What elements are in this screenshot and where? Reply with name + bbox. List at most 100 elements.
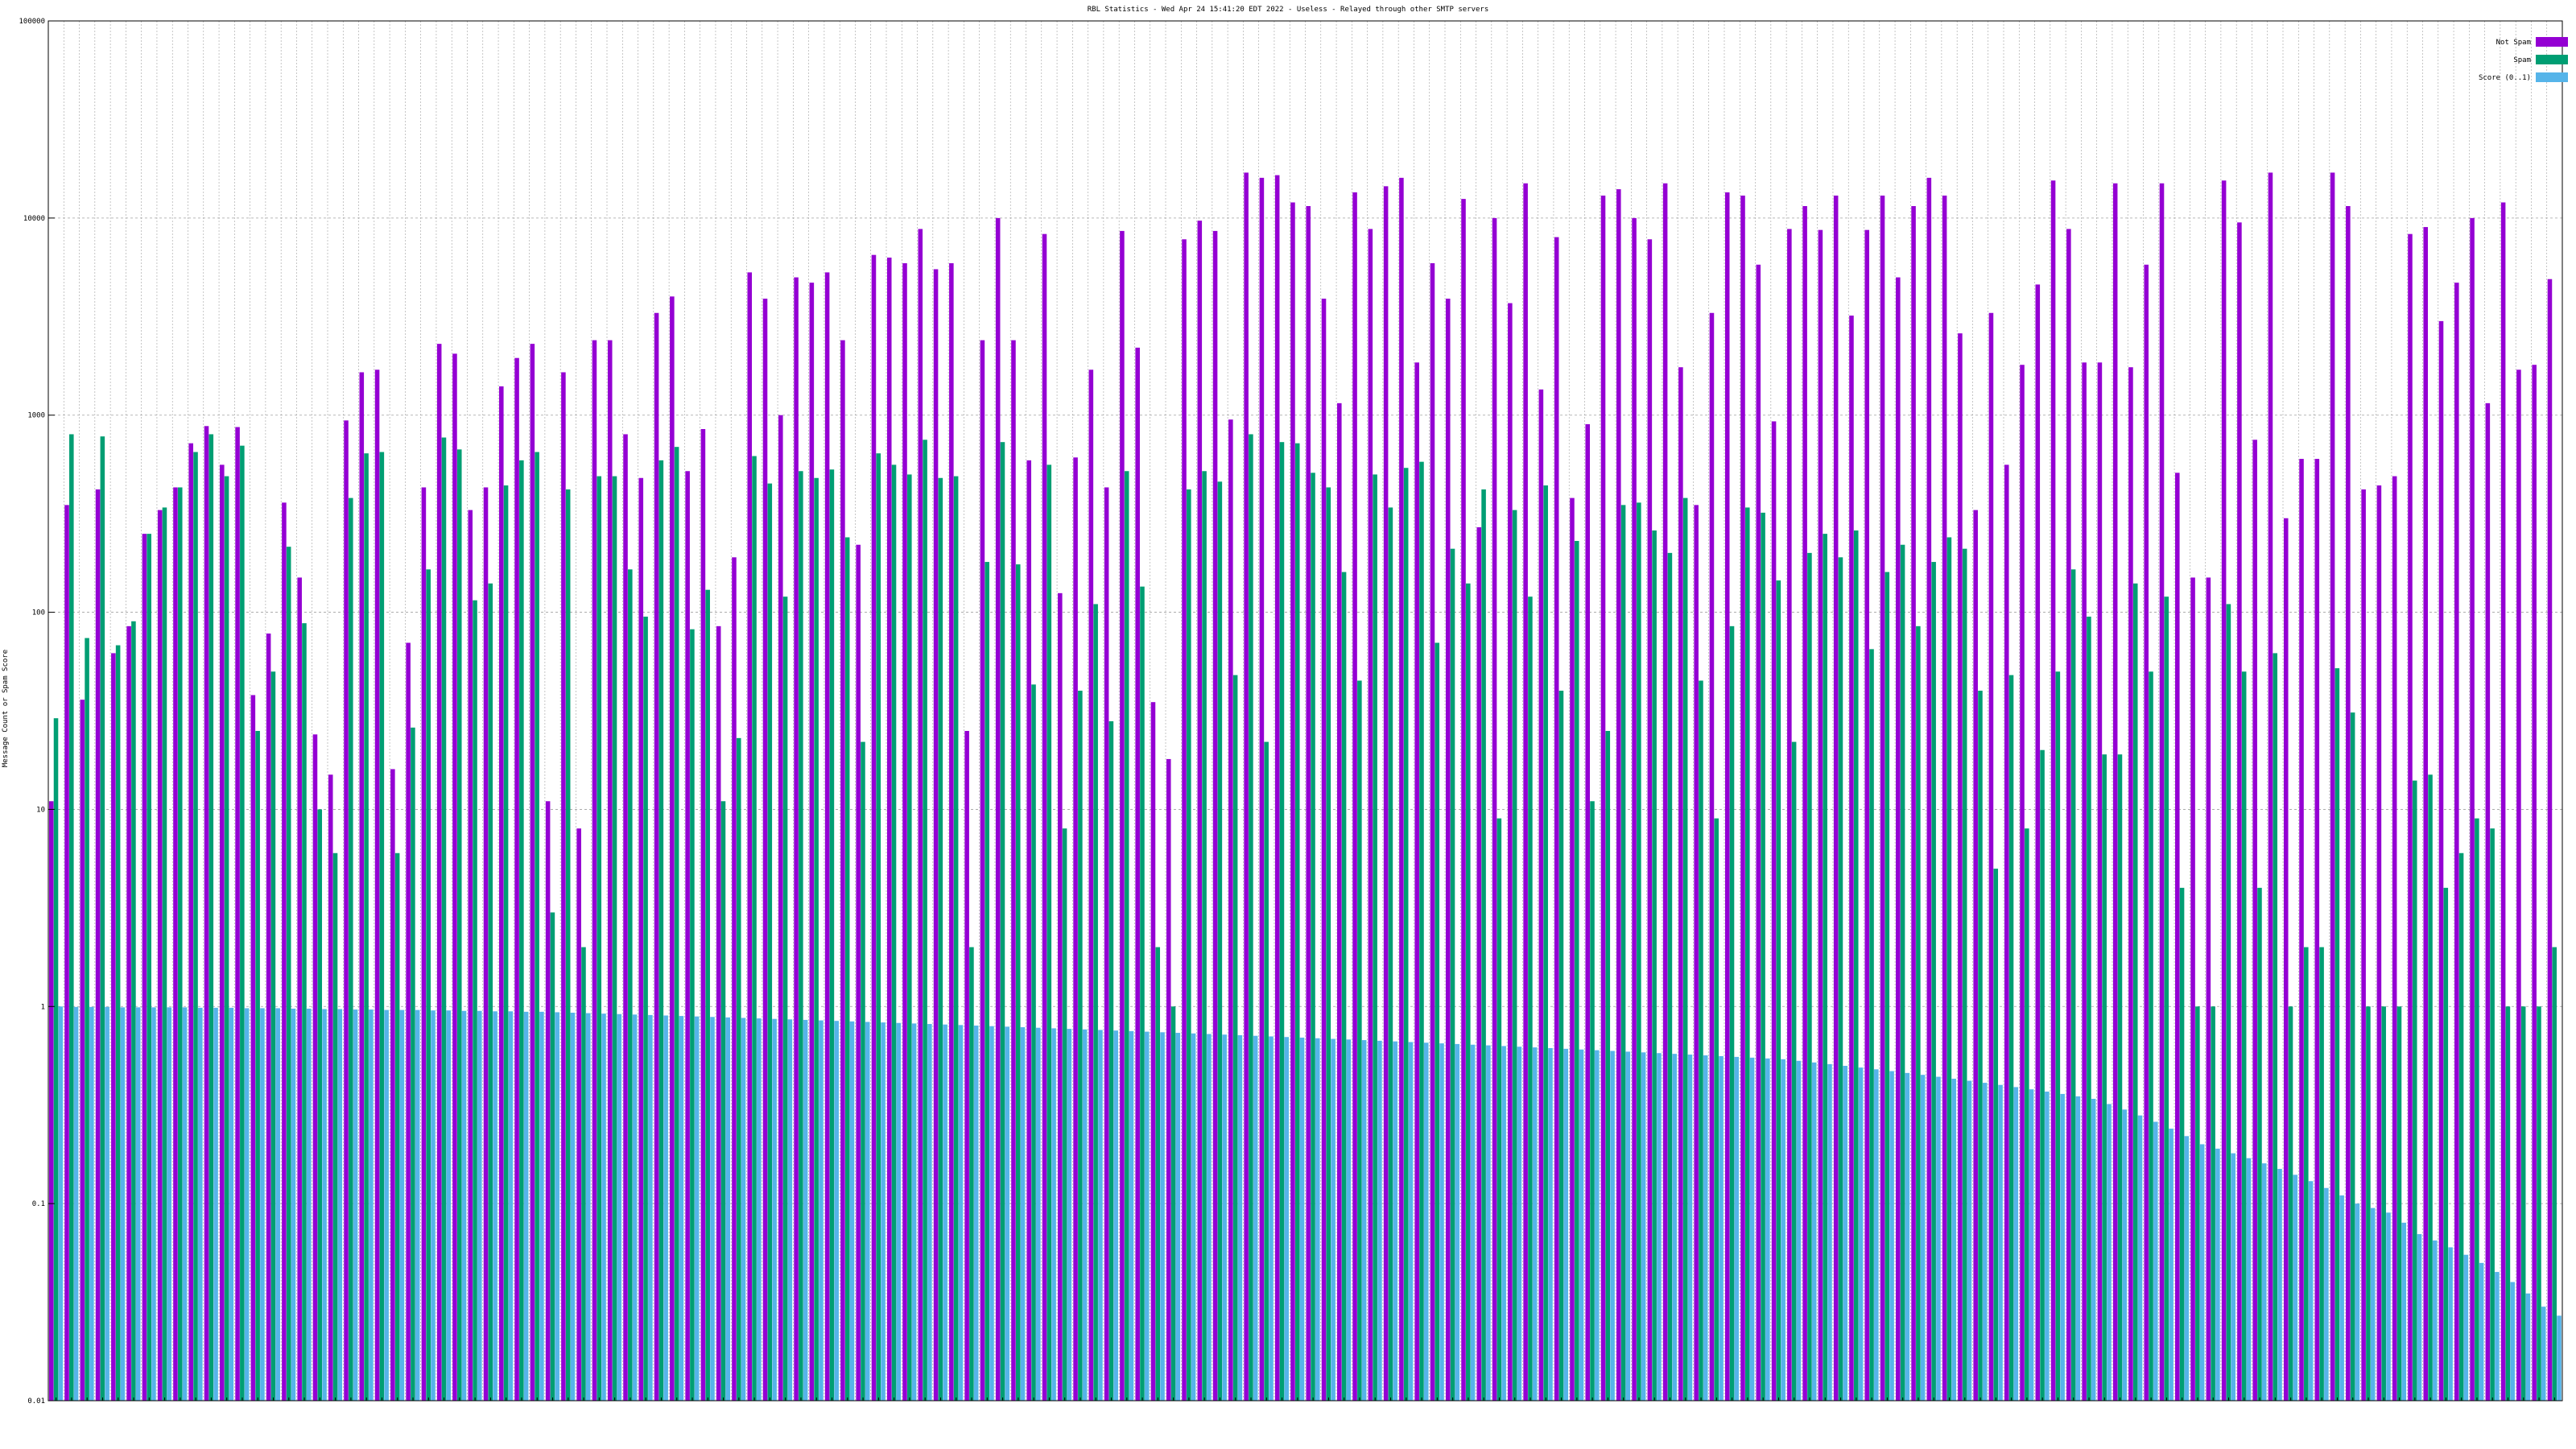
bar-spam — [2304, 947, 2309, 1401]
bar-not-spam — [1740, 195, 1745, 1402]
bar-spam — [1853, 530, 1859, 1402]
bar-spam — [550, 912, 555, 1401]
bar-not-spam — [778, 415, 783, 1401]
bar-score — [2386, 1212, 2391, 1401]
bar-not-spam — [1368, 229, 1373, 1402]
bar-not-spam — [1973, 510, 1978, 1401]
bar-not-spam — [2206, 577, 2211, 1401]
bar-spam — [456, 449, 462, 1402]
bar-not-spam — [1911, 205, 1916, 1401]
bar-spam — [799, 471, 803, 1401]
bar-spam — [565, 489, 571, 1402]
bar-not-spam — [235, 427, 240, 1401]
bar-score — [2215, 1148, 2220, 1401]
bar-score — [1361, 1040, 1367, 1401]
bar-spam — [255, 730, 260, 1401]
bar-spam — [2008, 675, 2014, 1401]
bar-spam — [2149, 671, 2153, 1401]
bar-not-spam — [1802, 205, 1807, 1401]
bar-spam — [1916, 625, 1921, 1401]
bar-not-spam — [794, 277, 799, 1401]
bar-not-spam — [1523, 183, 1528, 1401]
bar-score — [1067, 1029, 1072, 1401]
bar-spam — [2396, 1006, 2402, 1401]
bar-not-spam — [2268, 172, 2273, 1402]
bar-score — [1439, 1043, 1444, 1401]
bar-score — [260, 1008, 265, 1401]
y-tick-label: 1 — [41, 1003, 45, 1011]
bar-spam — [597, 476, 602, 1401]
bar-not-spam — [1771, 421, 1777, 1402]
bar-not-spam — [1197, 221, 1203, 1401]
bar-spam — [1900, 544, 1905, 1401]
bar-not-spam — [2376, 485, 2382, 1401]
bar-not-spam — [2020, 365, 2025, 1401]
bar-spam — [674, 447, 679, 1401]
bar-score — [1175, 1033, 1181, 1401]
bar-not-spam — [499, 386, 504, 1401]
bar-not-spam — [856, 544, 861, 1401]
bar-not-spam — [592, 340, 597, 1402]
bar-spam — [2475, 818, 2479, 1401]
bar-not-spam — [2144, 264, 2149, 1402]
bar-not-spam — [436, 344, 442, 1402]
bar-score — [1579, 1049, 1584, 1401]
bar-spam — [876, 453, 881, 1401]
bar-spam — [1496, 818, 1502, 1401]
bar-spam — [1015, 564, 1021, 1402]
bar-spam — [1000, 442, 1005, 1401]
bar-spam — [1294, 443, 1300, 1401]
bar-not-spam — [980, 340, 985, 1402]
bar-spam — [2273, 653, 2278, 1401]
bar-score — [2199, 1144, 2205, 1401]
bar-not-spam — [1833, 195, 1839, 1402]
bar-spam — [473, 600, 477, 1401]
bar-score — [182, 1007, 188, 1401]
legend-label: Score (0..1) — [2479, 74, 2531, 82]
bar-score — [570, 1013, 576, 1401]
bar-not-spam — [871, 254, 877, 1402]
bar-spam — [1574, 540, 1579, 1401]
bar-not-spam — [1461, 199, 1466, 1401]
bar-score — [2060, 1093, 2065, 1401]
bar-not-spam — [390, 769, 395, 1401]
bar-not-spam — [1228, 419, 1233, 1401]
bar-spam — [1962, 548, 1967, 1401]
bar-not-spam — [545, 801, 551, 1401]
bar-score — [1610, 1051, 1615, 1401]
bar-spam — [1543, 485, 1548, 1401]
bar-score — [896, 1022, 902, 1401]
legend: Not Spam Spam Score (0..1) — [2479, 37, 2568, 82]
bar-spam — [2505, 1006, 2511, 1401]
bar-score — [1331, 1038, 1335, 1401]
bar-not-spam — [64, 505, 69, 1401]
bar-spam — [2164, 597, 2169, 1401]
bar-spam — [1637, 502, 1641, 1401]
bar-not-spam — [2252, 440, 2257, 1402]
bar-spam — [1682, 497, 1688, 1401]
bar-score — [1827, 1063, 1832, 1401]
bar-not-spam — [1616, 189, 1621, 1401]
bar-spam — [1046, 464, 1052, 1401]
bar-not-spam — [2438, 320, 2444, 1402]
bar-not-spam — [1880, 195, 1885, 1402]
bar-score — [1951, 1079, 1956, 1401]
bar-score — [2479, 1262, 2484, 1401]
bar-not-spam — [670, 296, 675, 1401]
bar-spam — [938, 477, 943, 1401]
bar-spam — [2428, 774, 2433, 1401]
bar-spam — [1279, 442, 1285, 1401]
bar-spam — [1729, 625, 1735, 1401]
bar-not-spam — [1321, 298, 1327, 1401]
bar-not-spam — [2097, 362, 2103, 1401]
bar-spam — [1978, 691, 1983, 1401]
bar-spam — [2334, 668, 2340, 1401]
bar-not-spam — [1818, 229, 1823, 1402]
bar-not-spam — [1724, 192, 1730, 1402]
bar-spam — [1373, 474, 1377, 1402]
bar-spam — [2319, 947, 2324, 1401]
bar-not-spam — [1554, 237, 1559, 1402]
bar-spam — [2070, 569, 2076, 1402]
bar-spam — [969, 947, 974, 1401]
bar-not-spam — [2128, 367, 2133, 1401]
